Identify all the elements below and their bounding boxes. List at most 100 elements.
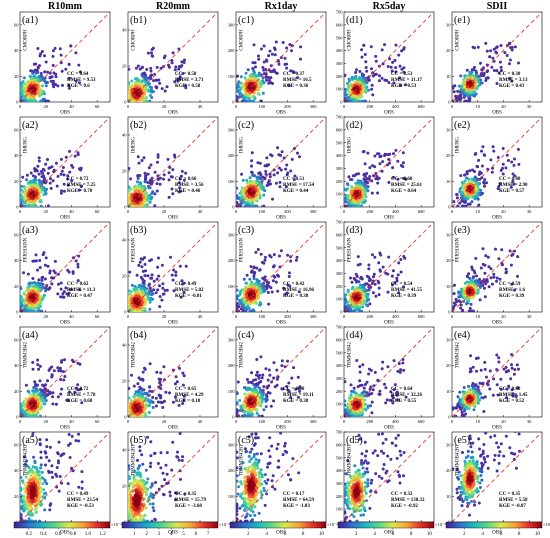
data-point [277, 153, 281, 157]
data-point [47, 287, 51, 291]
data-point [492, 47, 496, 51]
data-point [66, 183, 70, 187]
data-point [171, 51, 175, 55]
data-point [484, 79, 488, 82]
data-point [51, 63, 55, 67]
data-point [252, 91, 256, 95]
data-point [257, 54, 260, 58]
data-point [360, 55, 364, 59]
data-point [468, 169, 472, 173]
data-point [344, 196, 347, 200]
data-point [46, 158, 49, 161]
data-point [275, 71, 279, 75]
data-point [505, 153, 509, 157]
data-point [236, 197, 240, 200]
x-tick-label: 60 [95, 104, 100, 109]
data-point [258, 195, 262, 199]
data-point [495, 82, 499, 85]
data-point [177, 67, 181, 71]
data-point [492, 69, 496, 72]
data-point [365, 172, 369, 175]
data-point [244, 71, 248, 75]
data-point [28, 204, 32, 207]
data-point [46, 264, 50, 268]
data-point [26, 193, 30, 197]
data-point [142, 156, 146, 160]
data-point [135, 204, 139, 207]
data-point [265, 164, 269, 168]
data-point [401, 165, 405, 169]
data-point [464, 186, 468, 190]
x-tick-label: 20 [43, 314, 48, 319]
data-point [465, 176, 468, 180]
data-point [45, 287, 49, 291]
data-point [22, 76, 26, 80]
data-point [31, 94, 35, 98]
data-point [33, 287, 37, 291]
data-point [134, 66, 138, 70]
data-point [236, 95, 239, 99]
data-point [43, 187, 47, 191]
data-point [61, 83, 64, 87]
data-point [177, 65, 181, 68]
y-tick-label: 60 [14, 22, 19, 27]
data-point [516, 147, 520, 151]
data-point [149, 163, 153, 167]
panel-label: (e1) [454, 15, 470, 26]
data-point [253, 78, 256, 82]
data-point [251, 95, 255, 98]
panel-label: (c1) [238, 15, 254, 26]
data-point [458, 187, 462, 191]
data-point [48, 71, 52, 75]
data-point [60, 189, 63, 193]
y-tick-label: 400 [336, 153, 344, 158]
x-tick-label: 0 [127, 104, 130, 109]
panel-label: (a2) [22, 120, 38, 131]
data-point [507, 62, 511, 66]
data-point [391, 60, 395, 64]
data-point [378, 162, 382, 166]
data-point [517, 61, 520, 65]
data-point [76, 279, 80, 283]
data-point [268, 78, 271, 82]
data-point [179, 189, 183, 193]
data-point [370, 87, 374, 91]
data-point [137, 99, 141, 102]
data-point [157, 256, 160, 260]
data-point [54, 75, 58, 79]
x-tick-label: 20 [501, 209, 506, 214]
data-point [171, 168, 175, 172]
data-point [353, 199, 357, 203]
data-point [474, 83, 478, 87]
data-point [26, 298, 30, 302]
data-point [148, 99, 152, 102]
data-point [129, 177, 133, 181]
data-point [362, 177, 366, 181]
scatter-panel: 0 200 400 6000100200300400500600700OBSIMERG… [336, 115, 435, 221]
y-tick-label: 40 [122, 28, 127, 33]
data-point [350, 189, 354, 193]
data-point [460, 84, 464, 88]
data-point [387, 181, 391, 184]
data-point [358, 95, 362, 99]
data-point [256, 92, 260, 95]
x-tick-label: 40 [69, 104, 74, 109]
data-point [170, 273, 174, 277]
data-point [178, 177, 182, 181]
data-point [33, 304, 37, 308]
y-tick-label: 0 [16, 205, 19, 210]
data-point [244, 96, 248, 100]
data-point [401, 161, 405, 165]
data-point [155, 85, 159, 89]
data-point [482, 153, 486, 157]
data-point [56, 292, 60, 296]
data-point [31, 99, 35, 102]
data-point [149, 88, 153, 92]
data-point [473, 65, 476, 69]
data-point [267, 179, 271, 183]
data-point [255, 204, 259, 207]
stat-rmse: RMSE = 9.53 [67, 78, 96, 83]
data-point [394, 43, 398, 47]
data-point [32, 196, 35, 200]
data-point [51, 179, 55, 183]
